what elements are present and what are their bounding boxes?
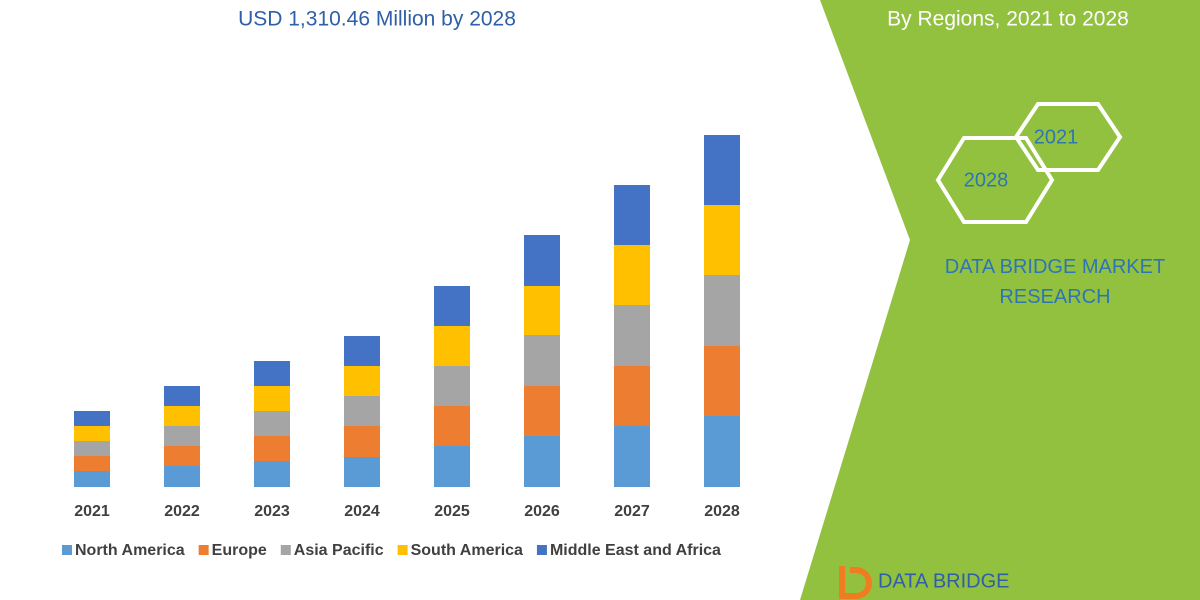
bar-segment	[254, 436, 290, 461]
x-tick-label: 2023	[254, 503, 290, 520]
legend-swatch	[280, 545, 291, 555]
bar-segment	[434, 366, 470, 406]
legend-label: Middle East and Africa	[550, 542, 721, 559]
bar-segment	[344, 457, 380, 487]
bar-segment	[614, 185, 650, 245]
bar-segment	[344, 366, 380, 396]
bar-segment	[254, 386, 290, 411]
bar-segment	[254, 361, 290, 386]
legend-label: Asia Pacific	[294, 542, 384, 559]
x-tick-label: 2025	[434, 503, 470, 520]
bar-segment	[524, 286, 560, 335]
bar-segment	[164, 426, 200, 446]
logo-icon	[839, 566, 872, 599]
legend-label: North America	[75, 542, 185, 559]
bar-segment	[344, 336, 380, 366]
bar-segment	[704, 135, 740, 205]
bar-segment	[434, 326, 470, 366]
x-tick-label: 2024	[344, 503, 380, 520]
x-tick-label: 2026	[524, 503, 560, 520]
x-tick-label: 2022	[164, 503, 200, 520]
bar-segment	[164, 386, 200, 406]
bar-segment	[614, 366, 650, 426]
chart-title: USD 1,310.46 Million by 2028	[238, 8, 516, 31]
x-tick-label: 2027	[614, 503, 650, 520]
bar-segment	[254, 411, 290, 436]
bar-segment	[524, 235, 560, 286]
side-panel	[800, 0, 1200, 600]
bar-segment	[74, 441, 110, 456]
legend-swatch	[198, 545, 209, 555]
bar-segment	[524, 436, 560, 487]
bar-segment	[74, 456, 110, 471]
chart: 2021 2022 2023 2024 2025 2026 2027 2028 North Am…	[62, 135, 740, 559]
legend-swatch	[62, 545, 72, 555]
bar-segment	[704, 416, 740, 487]
bar-segment	[614, 245, 650, 305]
logo-text: DATA BRIDGE	[878, 570, 1010, 592]
subtitle: By Regions, 2021 to 2028	[887, 8, 1129, 31]
bar-segment	[164, 406, 200, 426]
bar-segment	[704, 205, 740, 275]
brand: DATA BRIDGE MARKET RESEARCH	[944, 256, 1166, 308]
bar-segment	[614, 305, 650, 366]
bar-segment	[704, 346, 740, 416]
hexagon	[935, 136, 1055, 224]
x-tick-label: 2021	[74, 503, 110, 520]
bar-segment	[704, 275, 740, 346]
legend-label: Europe	[212, 542, 267, 559]
bar-segment	[524, 386, 560, 436]
bar-segment	[434, 286, 470, 326]
bar-segment	[614, 426, 650, 487]
brand-box: DATA BRIDGE MARKET RESEARCH	[944, 256, 1166, 308]
legend-swatch	[397, 545, 408, 555]
bar-segment	[74, 426, 110, 441]
x-tick-label: 2028	[704, 503, 740, 520]
bar-segment	[344, 426, 380, 457]
legend-label: South America	[411, 542, 523, 559]
bar-segment	[434, 406, 470, 446]
bar-segment	[344, 396, 380, 426]
bar-segment	[74, 471, 110, 487]
hex-label: 2021	[1034, 126, 1079, 148]
bar-segment	[74, 411, 110, 426]
legend-swatch	[536, 545, 547, 555]
bar-segment	[164, 446, 200, 466]
bar-segment	[434, 446, 470, 487]
bar-segment	[254, 461, 290, 487]
hex-label: 2028	[964, 169, 1009, 191]
bar-segment	[164, 466, 200, 487]
bar-segment	[524, 335, 560, 386]
